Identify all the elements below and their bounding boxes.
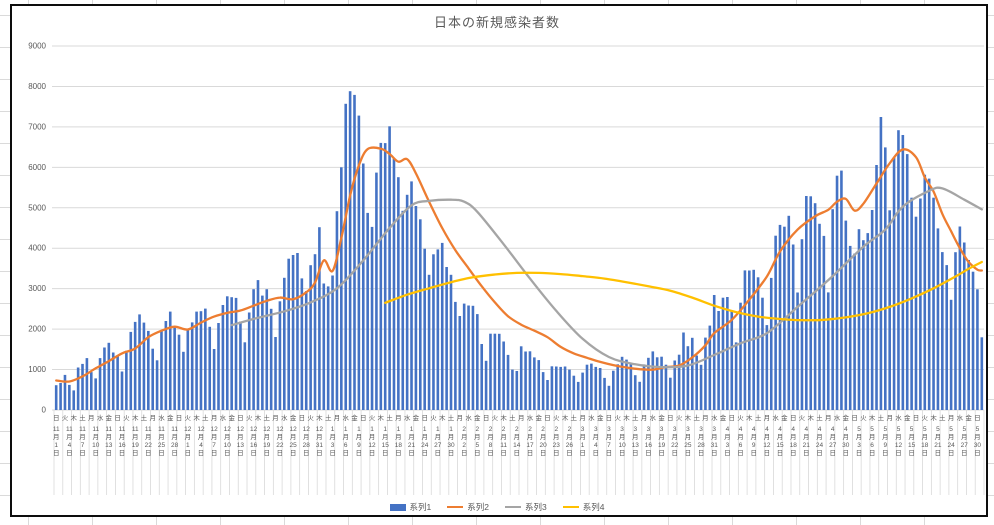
legend-item-series1[interactable]: 系列1 [389,501,432,513]
series4-line-swatch [562,505,579,509]
legend-item-series3[interactable]: 系列3 [505,501,547,513]
series1-bar-swatch [389,503,406,511]
legend-label: 系列1 [409,502,432,512]
legend-item-series2[interactable]: 系列2 [447,501,489,513]
chart-title: 日本の新規感染者数 [433,15,560,30]
chart-frame[interactable] [10,4,988,517]
chart-legend: 系列1 系列2 系列3 系列4 [0,501,994,513]
legend-item-series4[interactable]: 系列4 [562,501,605,513]
legend-label: 系列2 [467,502,489,512]
series2-line-swatch [447,505,464,509]
legend-label: 系列4 [582,502,605,512]
legend-label: 系列3 [525,502,547,512]
series3-line-swatch [505,505,521,509]
